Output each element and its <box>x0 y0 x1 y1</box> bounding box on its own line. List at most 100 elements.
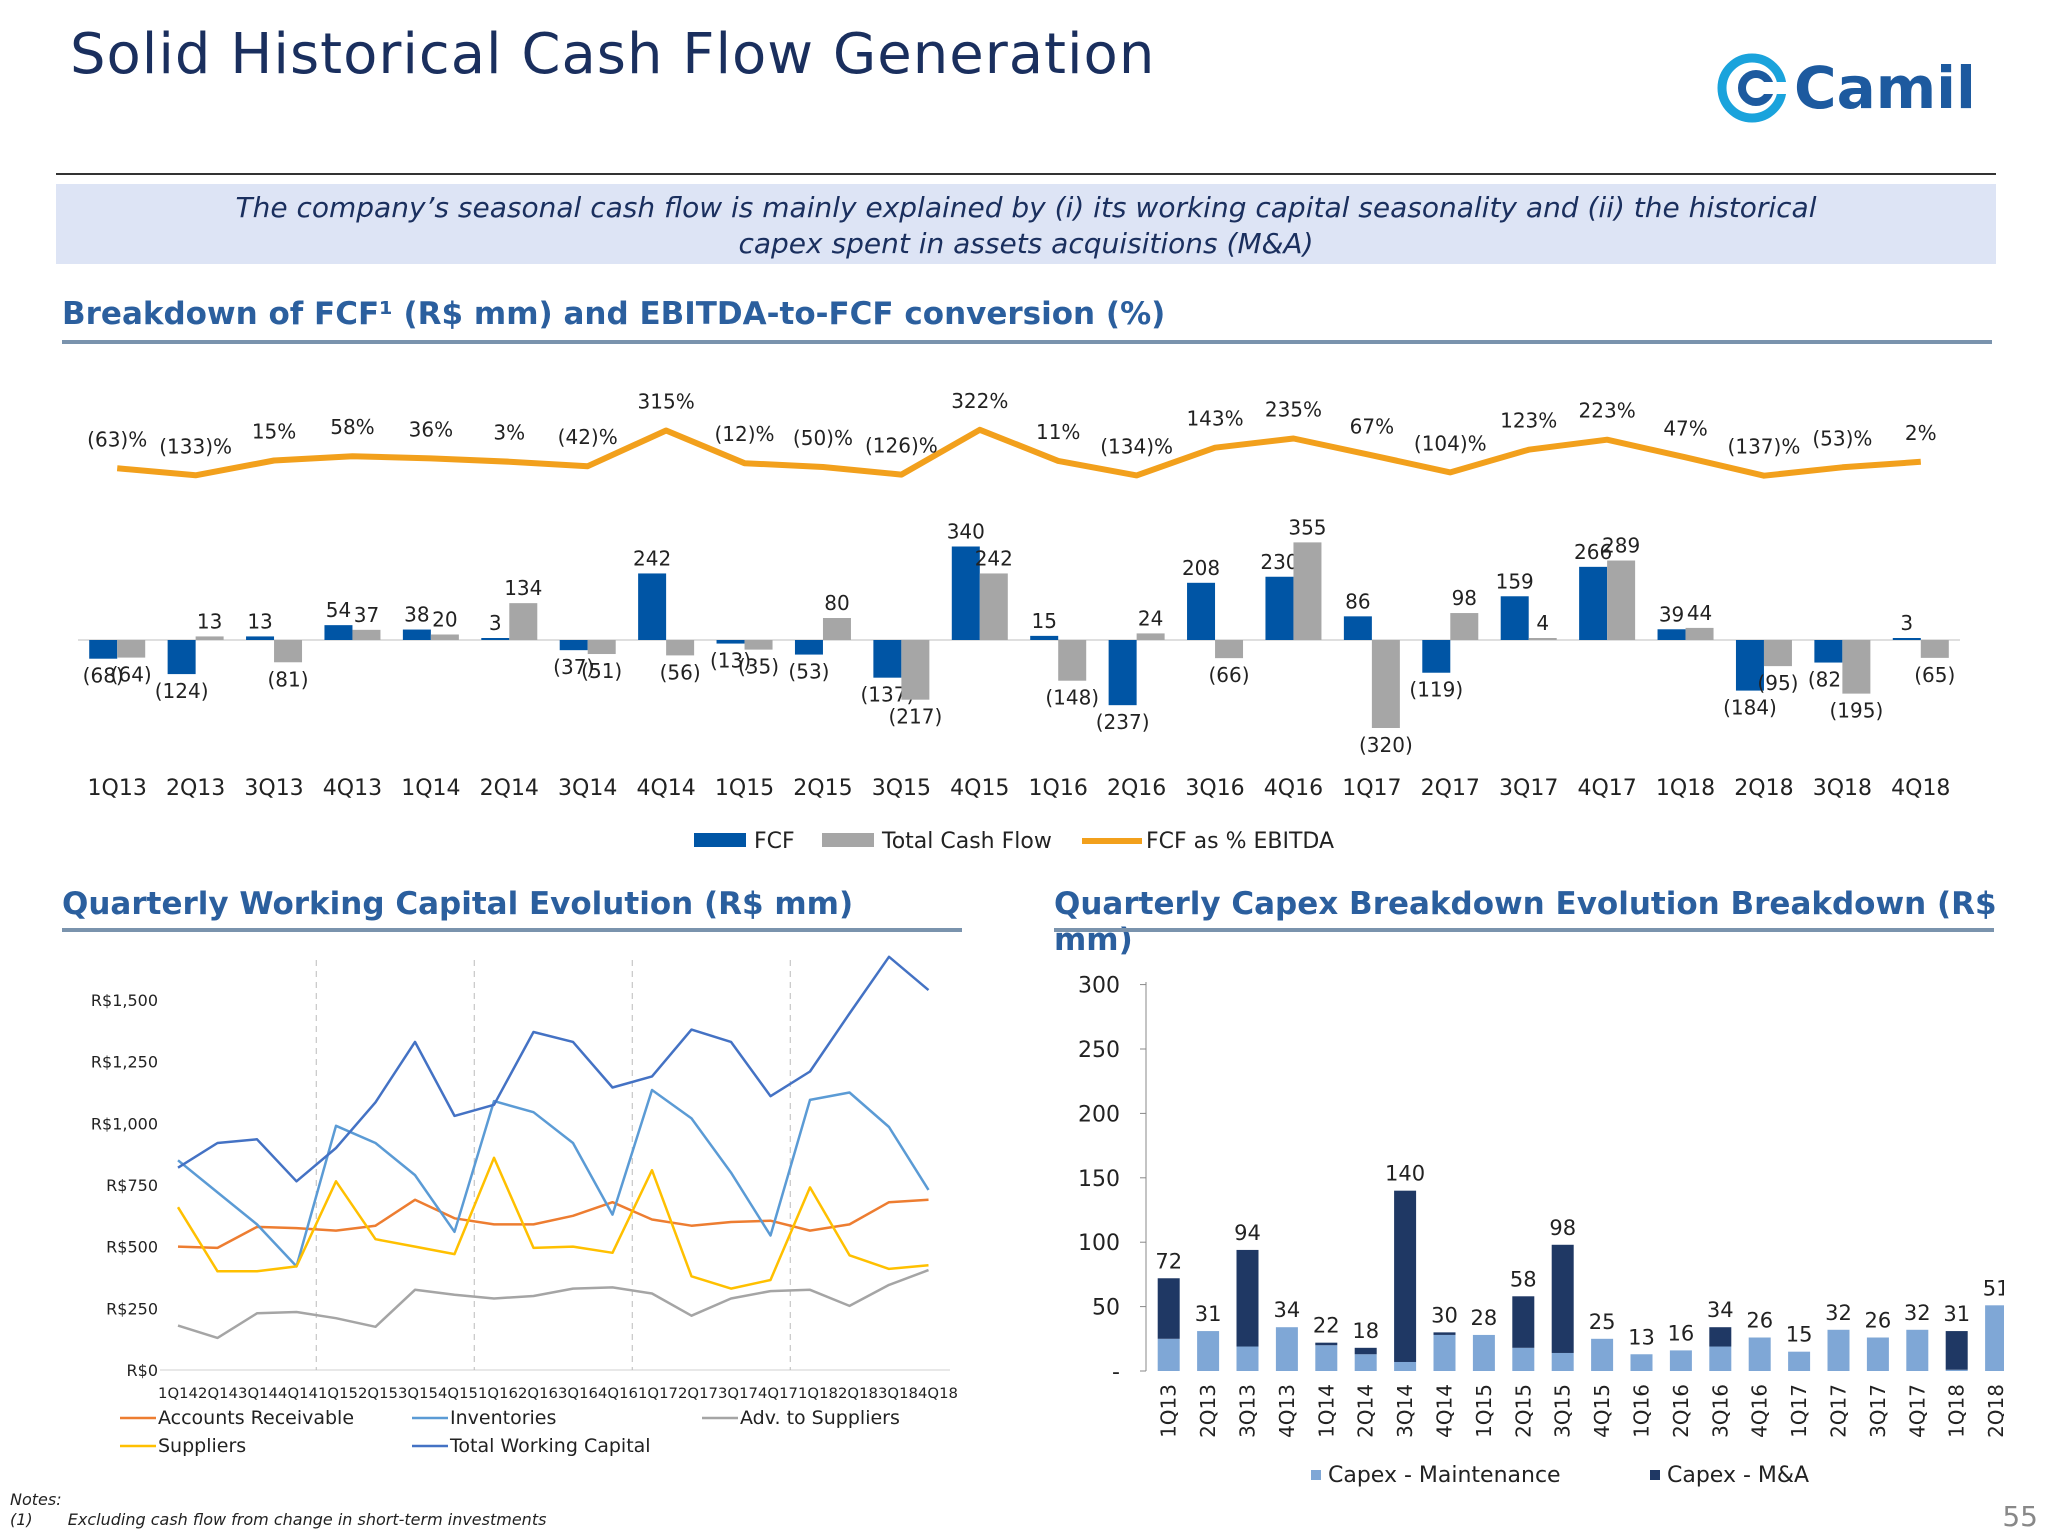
total-cash-flow-label: 13 <box>197 609 222 633</box>
quarter-tick-label: 1Q16 <box>1029 776 1088 801</box>
note-1-text: Excluding cash flow from change in short… <box>67 1510 547 1529</box>
fcf-bar <box>638 573 667 640</box>
fcf-label: 54 <box>326 598 351 622</box>
quarter-tick-label: 3Q16 <box>1185 776 1244 801</box>
quarter-tick-label: 1Q14 <box>1314 1384 1338 1438</box>
legend-maintenance-label: Capex - Maintenance <box>1328 1463 1561 1488</box>
total-cash-flow-bar <box>1058 640 1087 681</box>
conversion-label: 47% <box>1663 416 1707 440</box>
quarter-tick-label: 2Q18 <box>1734 776 1793 801</box>
conversion-label: 123% <box>1500 409 1557 433</box>
legend-total-label: Total Cash Flow <box>881 829 1052 854</box>
quarter-tick-label: 1Q13 <box>1157 1384 1181 1438</box>
quarter-tick-label: 4Q15 <box>1590 1384 1614 1438</box>
fcf-section-title: Breakdown of FCF¹ (R$ mm) and EBITDA-to-… <box>62 296 1166 332</box>
quarter-tick-label: 2Q13 <box>1196 1384 1220 1438</box>
total-cash-flow-bar <box>117 640 146 658</box>
y-tick-label: R$250 <box>106 1299 158 1318</box>
x-tick-labels: 1Q142Q143Q144Q141Q152Q153Q154Q151Q162Q16… <box>158 1386 958 1402</box>
quarter-tick-label: 3Q15 <box>872 776 931 801</box>
notes-label: Notes: <box>10 1490 62 1509</box>
total-cash-flow-bar <box>1607 560 1636 640</box>
fcf-label: (37) <box>553 655 594 679</box>
fcf-label: 230 <box>1260 550 1298 574</box>
capex-maintenance-bar <box>1157 1338 1180 1371</box>
fcf-label: 86 <box>1345 589 1370 613</box>
fcf-bar <box>1814 640 1843 663</box>
fcf-label: (237) <box>1096 710 1150 734</box>
total-cash-flow-bar <box>1763 640 1792 667</box>
conversion-label: (53)% <box>1812 426 1872 450</box>
total-cash-flow-label: 44 <box>1687 601 1712 625</box>
capex-maintenance-bar <box>1433 1334 1456 1371</box>
fcf-bar <box>1500 596 1529 640</box>
conversion-label: (126)% <box>865 434 938 458</box>
total-cash-flow-bar <box>666 640 695 656</box>
y-tick-label: 150 <box>1078 1167 1120 1192</box>
conversion-label: 67% <box>1350 414 1394 438</box>
quarter-tick-label: 4Q14 <box>636 776 695 801</box>
fcf-label: 13 <box>247 609 272 633</box>
total-cash-flow-label: (195) <box>1829 699 1883 723</box>
conversion-label: (104)% <box>1414 431 1487 455</box>
y-tick-label: 50 <box>1092 1296 1120 1321</box>
conversion-label: (42)% <box>558 425 618 449</box>
capex-maintenance-bar <box>1197 1331 1220 1371</box>
quarter-tick-label: 2Q16 <box>1107 776 1166 801</box>
capex-maintenance-bar <box>1945 1369 1968 1371</box>
capex-total-label: 51 <box>1983 1276 2004 1300</box>
capex-total-label: 15 <box>1786 1323 1813 1347</box>
fcf-bar <box>1892 638 1921 640</box>
legend-fcf-label: FCF <box>754 829 795 854</box>
capex-total-label: 13 <box>1628 1325 1655 1349</box>
capex-mna-bar <box>1709 1327 1732 1347</box>
quarter-tick-label: 3Q17 <box>1499 776 1558 801</box>
quarter-tick-label: 3Q14 <box>1393 1384 1417 1438</box>
total-cash-flow-bar <box>352 629 381 640</box>
fcf-bar <box>324 625 353 640</box>
quarter-tick-label: 2Q15 <box>793 776 852 801</box>
conversion-label: 143% <box>1186 407 1243 431</box>
fcf-label: (13) <box>710 649 751 673</box>
capex-maintenance-bar <box>1827 1329 1850 1371</box>
capex-total-label: 22 <box>1313 1314 1340 1338</box>
capex-mna-bar <box>1157 1278 1180 1339</box>
total-cash-flow-bar <box>195 636 224 640</box>
quarter-tick-label: 4Q16 <box>1748 1384 1772 1438</box>
capex-maintenance-bar <box>1906 1329 1929 1371</box>
quarter-tick-label: 3Q14 <box>558 776 617 801</box>
quarter-tick-label: 1Q13 <box>88 776 147 801</box>
quarter-tick-label: 4Q17 <box>1905 1384 1929 1438</box>
fcf-label: 39 <box>1659 602 1684 626</box>
conversion-label: 3% <box>493 421 525 445</box>
conversion-label: (63)% <box>87 427 147 451</box>
conversion-label: 36% <box>409 417 453 441</box>
total-cash-flow-label: 134 <box>504 576 542 600</box>
quarter-tick-label: 4Q15 <box>950 776 1009 801</box>
conversion-label: 2% <box>1905 421 1937 445</box>
quarter-tick-label: 1Q15 <box>1472 1384 1496 1438</box>
total-cash-flow-bar <box>744 640 773 650</box>
capex-maintenance-bar <box>1512 1347 1535 1371</box>
legend-maintenance-swatch <box>1311 1470 1321 1480</box>
quarter-tick-label: 2Q17 <box>1827 1384 1851 1438</box>
fcf-bar <box>1187 582 1216 640</box>
quarter-tick-label: 1Q17 <box>1787 1384 1811 1438</box>
quarter-tick-label: 4Q16 <box>1264 776 1323 801</box>
total-cash-flow-bar <box>822 618 851 640</box>
working-capital-chart: R$0 R$250 R$500 R$750 R$1,000 R$1,250 R$1,500 1… <box>91 955 958 1457</box>
wc-section-title: Quarterly Working Capital Evolution (R$ … <box>62 886 854 922</box>
conversion-label: 15% <box>252 420 296 444</box>
total-cash-flow-bar <box>587 640 616 655</box>
quarter-tick-label: 1Q17 <box>1342 776 1401 801</box>
total-cash-flow-label: 20 <box>432 608 457 632</box>
quarter-tick-label: 3Q17 <box>1866 1384 1890 1438</box>
legend-label: Accounts Receivable <box>158 1407 354 1429</box>
capex-maintenance-bar <box>1275 1327 1298 1371</box>
fcf-bar <box>1030 635 1059 640</box>
legend-pct-swatch <box>1082 838 1142 844</box>
capex-total-label: 140 <box>1385 1162 1425 1186</box>
logo-gap <box>1760 82 1790 94</box>
capex-maintenance-bar <box>1630 1354 1653 1371</box>
y-tick-label: - <box>1112 1360 1120 1385</box>
